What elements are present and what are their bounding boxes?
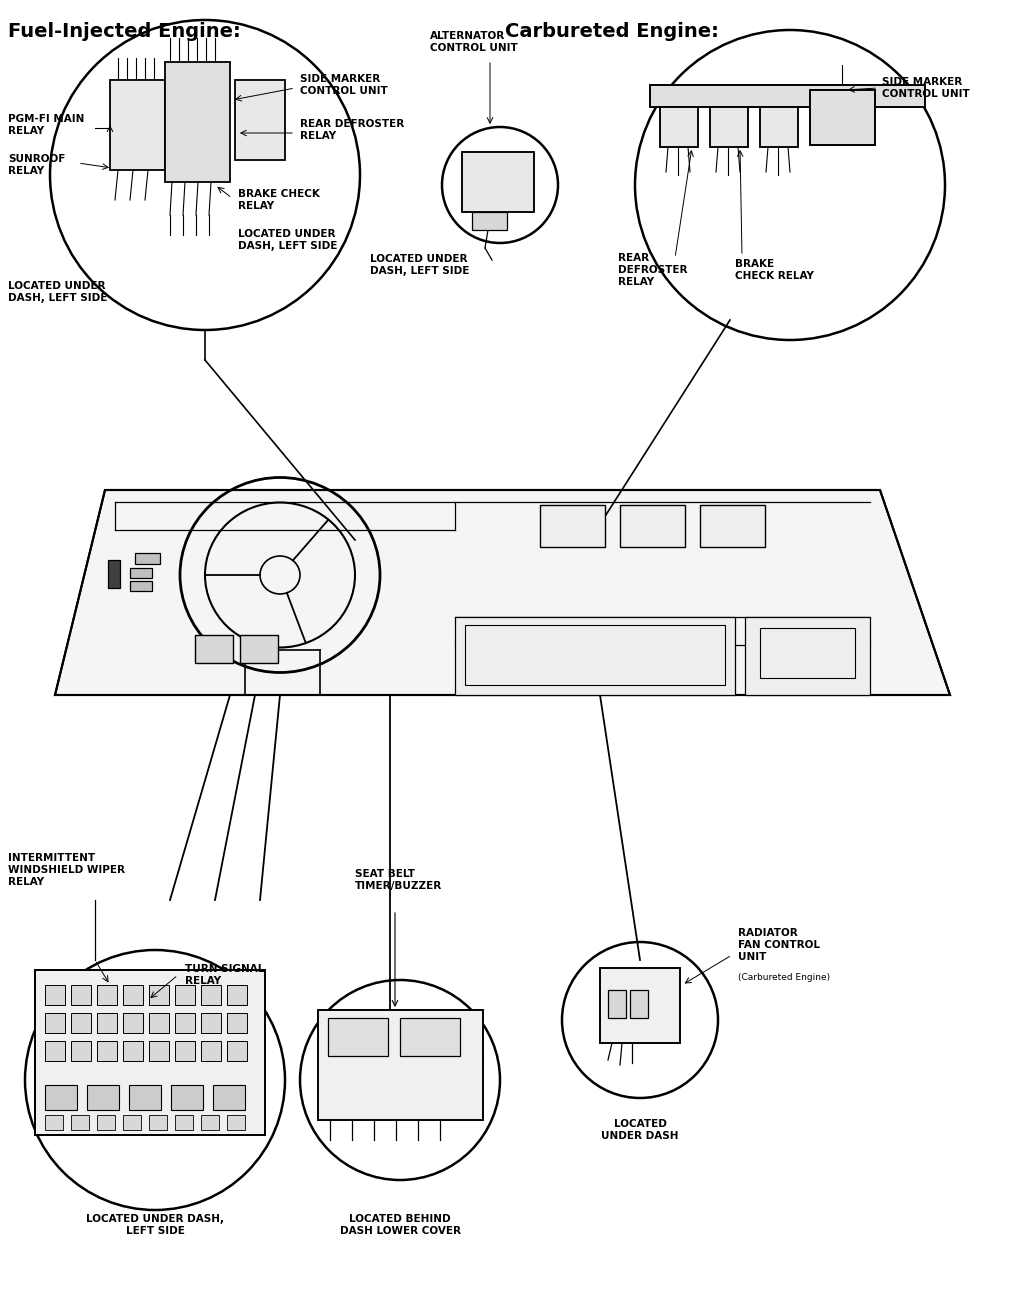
Bar — [87, 1085, 119, 1110]
Bar — [123, 1115, 141, 1130]
Bar — [201, 1012, 221, 1033]
Bar — [710, 107, 748, 147]
Bar — [600, 968, 680, 1042]
Bar — [540, 506, 605, 547]
Bar — [35, 969, 265, 1135]
Bar — [150, 1041, 169, 1061]
Bar — [400, 1018, 460, 1055]
Bar — [130, 568, 152, 579]
Bar — [71, 985, 91, 1005]
Bar — [150, 1012, 169, 1033]
Bar — [201, 985, 221, 1005]
Text: BRAKE CHECK
RELAY: BRAKE CHECK RELAY — [238, 189, 319, 211]
Bar — [455, 618, 735, 694]
Text: Carbureted Engine:: Carbureted Engine: — [505, 22, 719, 40]
Bar — [620, 506, 685, 547]
Bar — [45, 985, 65, 1005]
Bar — [123, 1041, 143, 1061]
Bar — [608, 990, 626, 1018]
Bar — [745, 618, 870, 694]
Bar — [462, 152, 534, 212]
Bar — [227, 1041, 247, 1061]
Bar — [650, 85, 925, 107]
Bar — [660, 107, 698, 147]
Bar — [201, 1115, 219, 1130]
Text: REAR DEFROSTER
RELAY: REAR DEFROSTER RELAY — [300, 119, 404, 141]
Bar — [45, 1012, 65, 1033]
Bar — [240, 635, 278, 663]
Text: LOCATED BEHIND
DASH LOWER COVER: LOCATED BEHIND DASH LOWER COVER — [340, 1214, 461, 1235]
Bar — [71, 1041, 91, 1061]
Bar — [150, 1115, 167, 1130]
Bar — [175, 1012, 195, 1033]
Bar — [195, 635, 233, 663]
Bar — [130, 581, 152, 592]
Bar — [108, 560, 120, 588]
Text: LOCATED UNDER DASH,
LEFT SIDE: LOCATED UNDER DASH, LEFT SIDE — [86, 1214, 224, 1235]
Text: ALTERNATOR
CONTROL UNIT: ALTERNATOR CONTROL UNIT — [430, 31, 518, 53]
Bar — [465, 625, 725, 685]
Text: INTERMITTENT
WINDSHIELD WIPER
RELAY: INTERMITTENT WINDSHIELD WIPER RELAY — [8, 853, 125, 886]
Bar — [630, 990, 648, 1018]
Text: LOCATED UNDER
DASH, LEFT SIDE: LOCATED UNDER DASH, LEFT SIDE — [370, 254, 469, 276]
Bar — [318, 1010, 483, 1121]
Text: SEAT BELT
TIMER/BUZZER: SEAT BELT TIMER/BUZZER — [355, 869, 442, 891]
Bar — [227, 985, 247, 1005]
Bar — [201, 1041, 221, 1061]
Bar — [175, 985, 195, 1005]
Bar — [472, 212, 507, 231]
Bar — [97, 1041, 117, 1061]
Bar — [129, 1085, 161, 1110]
Bar — [71, 1012, 91, 1033]
Text: RADIATOR
FAN CONTROL
UNIT: RADIATOR FAN CONTROL UNIT — [738, 929, 820, 962]
Text: SUNROOF
RELAY: SUNROOF RELAY — [8, 154, 66, 176]
Bar — [650, 85, 925, 107]
Bar — [175, 1115, 193, 1130]
Bar — [462, 152, 534, 212]
Text: Fuel-Injected Engine:: Fuel-Injected Engine: — [8, 22, 241, 40]
Bar — [810, 90, 874, 145]
Bar — [710, 107, 748, 147]
Bar — [123, 1012, 143, 1033]
Bar — [97, 1012, 117, 1033]
Text: BRAKE
CHECK RELAY: BRAKE CHECK RELAY — [735, 259, 814, 281]
Text: LOCATED UNDER
DASH, LEFT SIDE: LOCATED UNDER DASH, LEFT SIDE — [8, 281, 108, 302]
Bar — [760, 628, 855, 678]
Polygon shape — [55, 490, 950, 694]
Text: LOCATED
UNDER DASH: LOCATED UNDER DASH — [601, 1119, 679, 1141]
Bar — [810, 90, 874, 145]
Text: SIDE MARKER
CONTROL UNIT: SIDE MARKER CONTROL UNIT — [300, 74, 388, 96]
Bar — [171, 1085, 203, 1110]
Text: SIDE MARKER
CONTROL UNIT: SIDE MARKER CONTROL UNIT — [882, 77, 970, 99]
Text: TURN SIGNAL
RELAY: TURN SIGNAL RELAY — [185, 964, 264, 986]
Bar — [123, 985, 143, 1005]
Text: (Carbureted Engine): (Carbureted Engine) — [738, 973, 830, 982]
Bar — [45, 1041, 65, 1061]
Bar — [97, 985, 117, 1005]
Bar — [234, 79, 285, 160]
Bar — [71, 1115, 89, 1130]
Bar — [35, 969, 265, 1135]
Bar — [318, 1010, 483, 1121]
Bar — [45, 1085, 77, 1110]
Bar — [45, 1115, 63, 1130]
Text: PGM-FI MAIN
RELAY: PGM-FI MAIN RELAY — [8, 115, 84, 136]
Bar — [213, 1085, 245, 1110]
Bar — [165, 63, 230, 182]
Bar — [97, 1115, 115, 1130]
Bar — [660, 107, 698, 147]
Text: LOCATED UNDER
DASH, LEFT SIDE: LOCATED UNDER DASH, LEFT SIDE — [238, 229, 337, 250]
Bar — [760, 107, 798, 147]
Bar — [227, 1115, 245, 1130]
Bar — [328, 1018, 388, 1055]
Bar — [700, 506, 765, 547]
Bar — [150, 985, 169, 1005]
Bar — [110, 79, 165, 169]
Bar — [760, 107, 798, 147]
Bar — [227, 1012, 247, 1033]
Bar — [175, 1041, 195, 1061]
Bar — [600, 968, 680, 1042]
Text: REAR
DEFROSTER
RELAY: REAR DEFROSTER RELAY — [618, 253, 687, 287]
Bar — [135, 552, 160, 564]
